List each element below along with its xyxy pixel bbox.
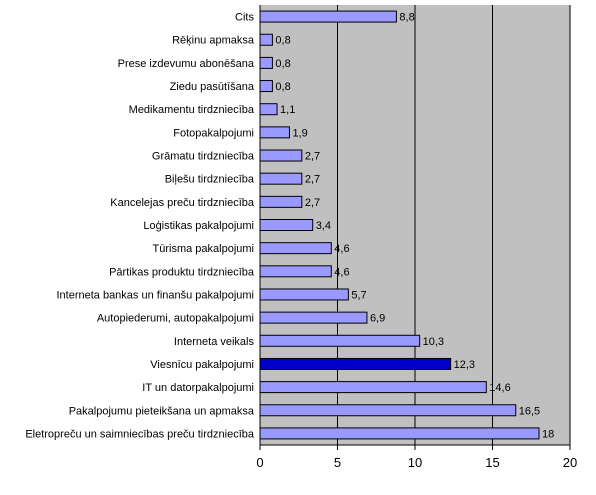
x-tick-label: 5 — [334, 455, 341, 470]
bar — [259, 149, 303, 162]
value-label: 5,7 — [351, 289, 366, 301]
category-label: Tūrisma pakalpojumi — [153, 243, 254, 255]
bar — [259, 33, 273, 46]
category-label: Eletropreču un saimniecības preču tirdzn… — [25, 428, 255, 440]
bar — [259, 381, 487, 394]
value-label: 2,7 — [305, 151, 320, 163]
value-label: 14,6 — [489, 382, 510, 394]
value-label: 0,8 — [275, 35, 290, 47]
value-label: 4,6 — [334, 266, 349, 278]
value-label: 4,6 — [334, 243, 349, 255]
bar — [259, 219, 314, 231]
bar — [259, 311, 368, 324]
value-label: 1,1 — [280, 104, 295, 116]
value-label: 18 — [542, 428, 554, 440]
x-axis-ticks: 0 5 10 15 20 — [256, 445, 577, 470]
category-label: Interneta bankas un finanšu pakalpojumi — [56, 289, 254, 301]
value-label: 2,7 — [305, 174, 320, 186]
category-label: IT un datorpakalpojumi — [142, 382, 254, 394]
value-labels: 8,80,80,80,81,11,92,72,72,73,44,64,65,76… — [275, 12, 554, 441]
value-label: 3,4 — [316, 220, 331, 232]
category-label: Cits — [235, 12, 254, 24]
bar — [259, 265, 332, 278]
gridlines — [337, 5, 571, 445]
bar — [259, 10, 397, 23]
category-labels: Cits Rēķinu apmaksa Prese izdevumu abonēša… — [25, 12, 255, 441]
category-label: Interneta veikals — [174, 336, 255, 348]
bar — [259, 195, 303, 208]
category-label: Grāmatu tirdzniecība — [152, 151, 255, 163]
category-label: Ziedu pasūtīšana — [170, 81, 255, 93]
x-tick-label: 20 — [563, 455, 577, 470]
bar — [259, 334, 421, 347]
bar — [259, 56, 273, 69]
x-tick-label: 0 — [256, 455, 263, 470]
category-label: Medikamentu tirdzniecība — [129, 104, 255, 116]
category-label: Prese izdevumu abonēšana — [118, 58, 255, 70]
category-label: Fotopakalpojumi — [173, 127, 254, 139]
category-label: Rēķinu apmaksa — [172, 35, 255, 47]
x-tick-label: 15 — [485, 455, 499, 470]
value-label: 0,8 — [275, 58, 290, 70]
bar — [259, 126, 290, 139]
bar — [259, 80, 273, 93]
bar — [259, 172, 303, 185]
value-label: 2,7 — [305, 197, 320, 209]
category-label: Pakalpojumu pieteikšana un apmaksa — [69, 405, 255, 417]
value-label: 0,8 — [275, 81, 290, 93]
bar — [259, 103, 278, 116]
category-label: Viesnīcu pakalpojumi — [150, 359, 254, 371]
bar — [259, 242, 332, 255]
value-label: 6,9 — [370, 313, 385, 325]
value-label: 16,5 — [519, 405, 540, 417]
bar — [259, 404, 517, 417]
value-label: 1,9 — [292, 127, 307, 139]
bars — [259, 10, 540, 440]
value-label: 8,8 — [399, 12, 414, 24]
category-label: Pārtikas produktu tirdzniecība — [109, 266, 255, 278]
bar — [259, 427, 540, 440]
category-label: Autopiederumi, autopakalpojumi — [97, 313, 254, 325]
value-label: 10,3 — [423, 336, 444, 348]
category-label: Kancelejas preču tirdzniecība — [110, 197, 255, 209]
x-tick-label: 10 — [408, 455, 422, 470]
category-label: Biļešu tirdzniecība — [165, 174, 255, 186]
value-label: 12,3 — [454, 359, 475, 371]
category-label: Loģistikas pakalpojumi — [143, 219, 254, 232]
bar — [259, 357, 452, 370]
bar — [259, 288, 349, 301]
